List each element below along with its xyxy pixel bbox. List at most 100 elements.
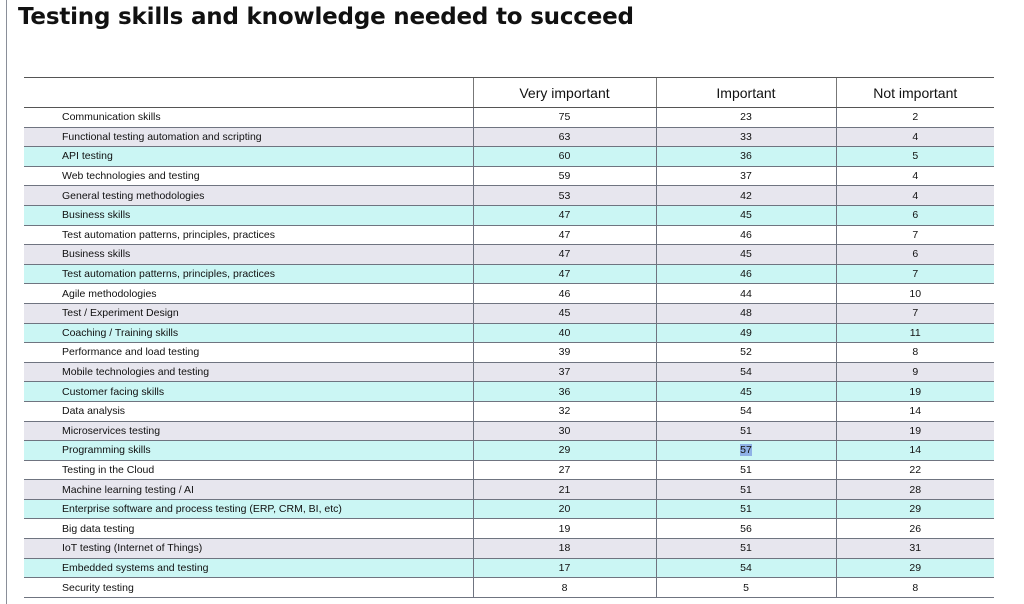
not-important-cell-text: 10 [909,287,922,300]
not-important-cell-text: 29 [909,561,922,574]
not-important-cell-text: 2 [912,111,919,124]
table-row[interactable]: Test automation patterns, principles, pr… [24,225,994,246]
not-important-cell-text: 6 [912,209,919,222]
skill-name-cell: Web technologies and testing [24,166,473,187]
not-important-cell-text: 7 [912,228,919,241]
skill-name-cell: Business skills [24,244,473,265]
important-cell-text: 46 [740,268,752,281]
table-row[interactable]: Test automation patterns, principles, pr… [24,264,994,285]
table-row[interactable]: Mobile technologies and testing 37 54 9 [24,362,994,383]
not-important-cell-text: 4 [912,170,919,183]
not-important-cell: 29 [835,558,994,579]
very-important-cell: 36 [472,381,656,402]
table-row[interactable]: Testing in the Cloud 27 51 22 [24,460,994,481]
important-cell: 51 [655,460,836,481]
important-cell-text: 45 [740,385,752,398]
table-row[interactable]: Business skills 47 45 6 [24,244,994,265]
important-cell: 33 [655,127,836,148]
table-row[interactable]: Data analysis 32 54 14 [24,401,994,422]
very-important-cell-text: 30 [558,424,571,437]
very-important-cell: 53 [472,185,656,206]
important-cell: 46 [655,264,836,285]
important-cell: 52 [655,342,836,363]
very-important-cell: 21 [472,479,656,500]
skill-name-cell-text: Performance and load testing [62,346,200,359]
table-header-row: Very important Important Not important [24,77,994,108]
important-cell-text: 5 [743,581,749,594]
important-cell: 45 [655,205,836,226]
important-cell: 54 [655,401,836,422]
not-important-cell: 19 [835,421,994,442]
important-cell-text: 49 [740,326,752,339]
skill-name-cell-text: Testing in the Cloud [62,463,155,476]
important-cell-text: 23 [740,111,752,124]
table-row[interactable]: Big data testing 19 56 26 [24,518,994,540]
skill-name-cell-text: Mobile technologies and testing [62,366,210,379]
important-cell: 45 [655,381,836,402]
not-important-cell: 7 [835,303,994,324]
skill-name-cell: Testing in the Cloud [24,460,473,481]
important-cell: 36 [655,146,836,167]
important-cell: 37 [655,166,836,187]
table-row[interactable]: IoT testing (Internet of Things) 18 51 31 [24,538,994,559]
table-row[interactable]: Embedded systems and testing 17 54 29 [24,558,994,579]
important-cell: 45 [655,244,836,265]
skill-name-cell: Test automation patterns, principles, pr… [24,225,473,246]
table-row[interactable]: Machine learning testing / AI 21 51 28 [24,479,994,500]
very-important-cell: 47 [472,244,656,265]
important-cell: 42 [655,185,836,206]
skill-name-cell: Microservices testing [24,421,473,442]
very-important-cell-text: 40 [558,326,571,339]
important-cell: 54 [655,362,836,383]
skill-name-cell: Machine learning testing / AI [24,479,473,500]
table-row[interactable]: Enterprise software and process testing … [24,499,994,520]
table-row[interactable]: Customer facing skills 36 45 19 [24,381,994,402]
not-important-cell-text: 14 [909,444,922,457]
very-important-cell-text: 20 [558,503,571,516]
skill-name-cell: API testing [24,146,473,167]
table-row[interactable]: API testing 60 36 5 [24,146,994,167]
table-row[interactable]: Microservices testing 30 51 19 [24,421,994,442]
important-cell-text: 57 [740,444,752,457]
table-row[interactable]: Agile methodologies 46 44 10 [24,283,994,304]
skill-name-cell: Performance and load testing [24,342,473,363]
very-important-cell: 18 [472,538,656,559]
very-important-cell-text: 8 [561,581,568,594]
not-important-cell-text: 11 [909,326,921,339]
not-important-cell-text: 22 [909,463,922,476]
very-important-cell: 47 [472,264,656,285]
table-row[interactable]: Functional testing automation and script… [24,127,994,148]
very-important-cell: 46 [472,283,656,304]
not-important-cell-text: 14 [909,405,922,418]
very-important-cell: 8 [472,577,656,598]
table-row[interactable]: Test / Experiment Design 45 48 7 [24,303,994,324]
table-row[interactable]: General testing methodologies 53 42 4 [24,185,994,206]
important-cell: 23 [655,107,836,128]
very-important-cell-text: 36 [558,385,571,398]
very-important-cell-text: 47 [558,268,571,281]
table-row[interactable]: Communication skills 75 23 2 [24,107,994,128]
very-important-cell-text: 59 [558,170,571,183]
table-row[interactable]: Web technologies and testing 59 37 4 [24,166,994,187]
important-cell: 44 [655,283,836,304]
skill-name-cell: Communication skills [24,107,473,128]
table-row[interactable]: Security testing 8 5 8 [24,577,994,598]
skill-name-cell-text: Communication skills [62,111,161,124]
table-row[interactable]: Business skills 47 45 6 [24,205,994,226]
very-important-cell-text: 63 [558,130,571,143]
skill-name-cell-text: Coaching / Training skills [62,326,179,339]
important-cell: 54 [655,558,836,579]
table-row[interactable]: Performance and load testing 39 52 8 [24,342,994,363]
not-important-cell-text: 5 [912,150,919,163]
skill-name-cell-text: Functional testing automation and script… [62,130,262,143]
skill-name-cell: Customer facing skills [24,381,473,402]
skill-name-cell-text: API testing [62,150,113,163]
very-important-cell-text: 29 [558,444,571,457]
table-row[interactable]: Programming skills 29 57 14 [24,440,994,461]
very-important-cell-text: 60 [558,150,571,163]
table-row[interactable]: Coaching / Training skills 40 49 11 [24,323,994,344]
not-important-cell: 5 [835,146,994,167]
important-cell-text: 46 [740,228,752,241]
important-cell: 51 [655,499,836,520]
very-important-cell: 29 [472,440,656,461]
